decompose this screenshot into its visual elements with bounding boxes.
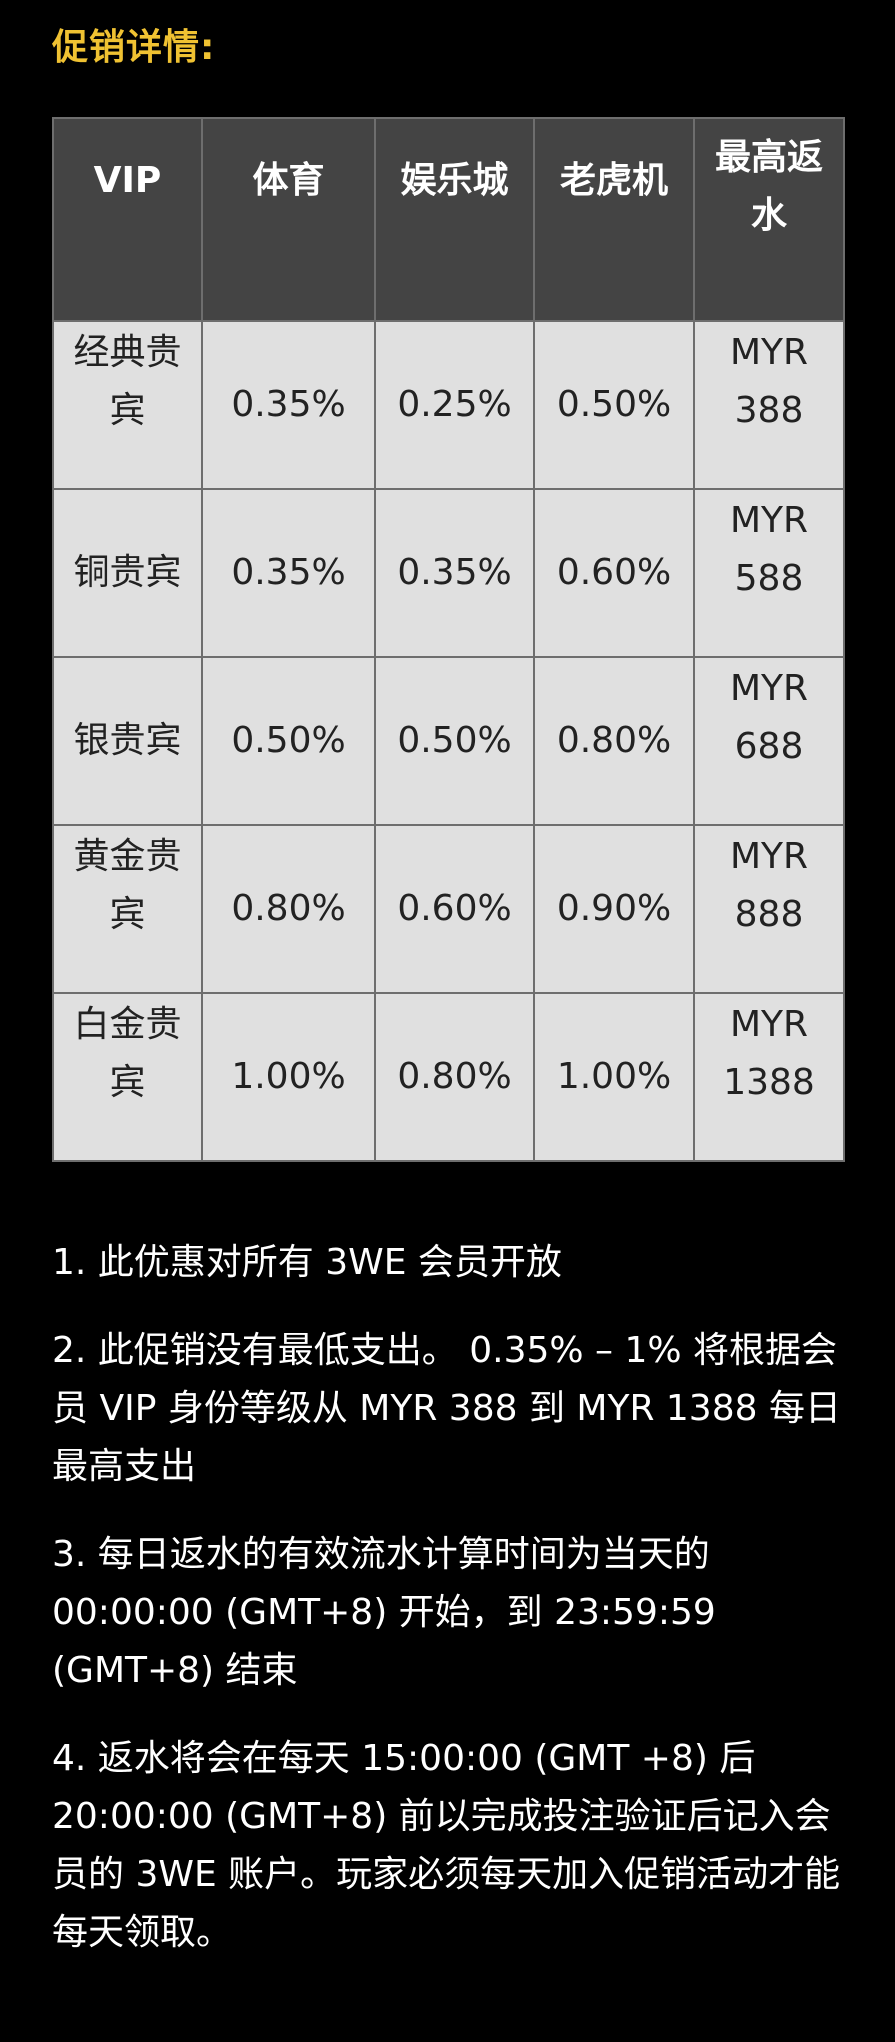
vip-level-cell: 黄金贵宾 (52, 824, 203, 994)
terms-list: 1. 此优惠对所有 3WE 会员开放 2. 此促销没有最低支出。 0.35% –… (52, 1234, 842, 1992)
sports-rate-cell: 0.35% (201, 320, 376, 490)
vip-level-cell: 铜贵宾 (52, 488, 203, 658)
sports-rate-cell: 0.80% (201, 824, 376, 994)
casino-rate-cell: 0.80% (374, 992, 535, 1162)
slots-rate-cell: 0.80% (533, 656, 695, 826)
header-slots: 老虎机 (533, 117, 695, 322)
max-rebate-cell: MYR 688 (693, 656, 845, 826)
max-rebate-cell: MYR 588 (693, 488, 845, 658)
header-casino: 娱乐城 (374, 117, 535, 322)
term-item: 2. 此促销没有最低支出。 0.35% – 1% 将根据会员 VIP 身份等级从… (52, 1330, 841, 1487)
header-max-rebate: 最高返水 (693, 117, 845, 322)
header-vip: VIP (52, 117, 203, 322)
casino-rate-cell: 0.35% (374, 488, 535, 658)
page-title: 促销详情: (52, 27, 216, 68)
table-row: 银贵宾 0.50% 0.50% 0.80% MYR 688 (52, 656, 845, 826)
casino-rate-cell: 0.50% (374, 656, 535, 826)
term-item: 4. 返水将会在每天 15:00:00 (GMT +8) 后 20:00:00 … (52, 1738, 841, 1953)
max-rebate-cell: MYR 388 (693, 320, 845, 490)
table-row: 经典贵宾 0.35% 0.25% 0.50% MYR 388 (52, 320, 845, 490)
casino-rate-cell: 0.60% (374, 824, 535, 994)
sports-rate-cell: 0.50% (201, 656, 376, 826)
table-row: 铜贵宾 0.35% 0.35% 0.60% MYR 588 (52, 488, 845, 658)
max-rebate-cell: MYR 888 (693, 824, 845, 994)
slots-rate-cell: 0.50% (533, 320, 695, 490)
casino-rate-cell: 0.25% (374, 320, 535, 490)
vip-level-cell: 经典贵宾 (52, 320, 203, 490)
slots-rate-cell: 0.90% (533, 824, 695, 994)
vip-rebate-table: VIP 体育 娱乐城 老虎机 最高返水 经典贵宾 0.35% 0.25% 0.50% M… (52, 117, 845, 1162)
table-row: 黄金贵宾 0.80% 0.60% 0.90% MYR 888 (52, 824, 845, 994)
table-row: 白金贵宾 1.00% 0.80% 1.00% MYR 1388 (52, 992, 845, 1162)
header-sports: 体育 (201, 117, 376, 322)
slots-rate-cell: 1.00% (533, 992, 695, 1162)
term-item: 3. 每日返水的有效流水计算时间为当天的 00:00:00 (GMT+8) 开始… (52, 1534, 716, 1691)
vip-level-cell: 白金贵宾 (52, 992, 203, 1162)
vip-level-cell: 银贵宾 (52, 656, 203, 826)
sports-rate-cell: 1.00% (201, 992, 376, 1162)
sports-rate-cell: 0.35% (201, 488, 376, 658)
table-header-row: VIP 体育 娱乐城 老虎机 最高返水 (52, 117, 845, 322)
term-item: 1. 此优惠对所有 3WE 会员开放 (52, 1242, 562, 1283)
slots-rate-cell: 0.60% (533, 488, 695, 658)
max-rebate-cell: MYR 1388 (693, 992, 845, 1162)
